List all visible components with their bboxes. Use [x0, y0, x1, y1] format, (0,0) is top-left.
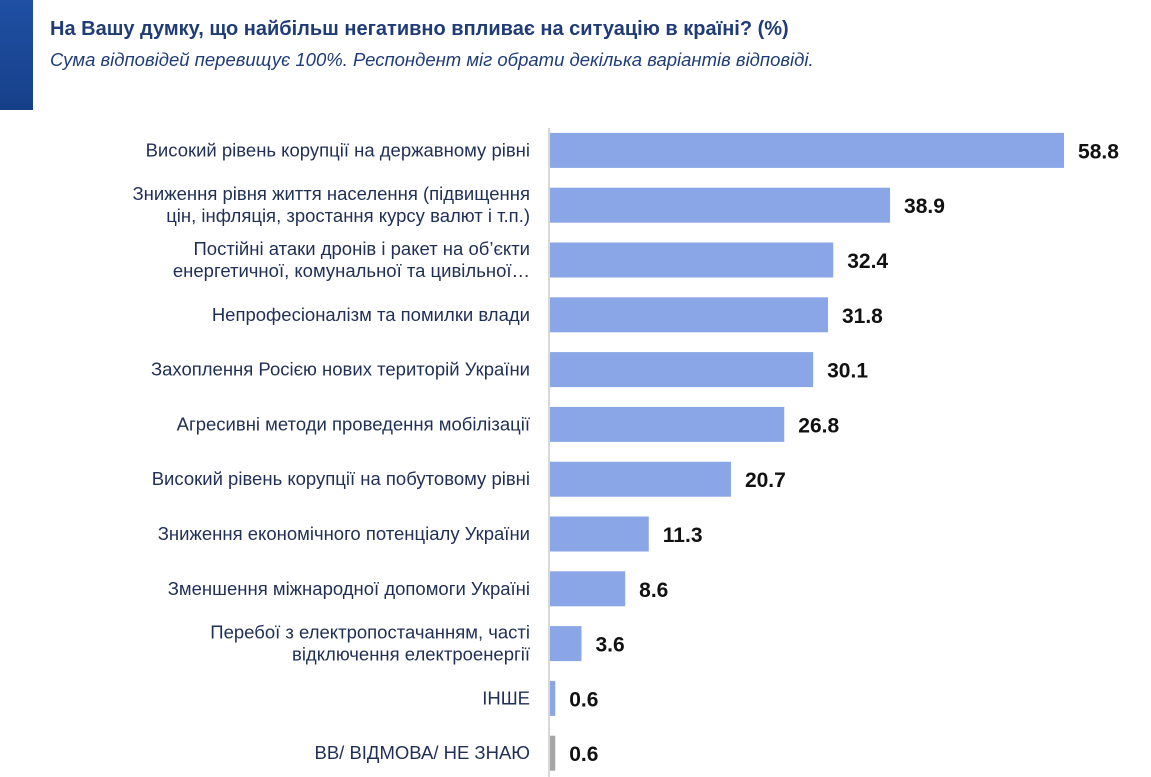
bar: [550, 132, 1065, 168]
bar: [550, 406, 785, 442]
bar: [550, 735, 556, 771]
bar: [550, 297, 828, 333]
category-label: Постійні атаки дронів і ракет на об’єкти…: [173, 238, 530, 281]
category-label: Зниження економічного потенціалу України: [158, 523, 530, 544]
bar: [550, 680, 556, 716]
data-label: 0.6: [569, 688, 598, 711]
category-label: ІНШЕ: [482, 687, 530, 708]
bar: [550, 516, 649, 552]
data-label: 38.9: [904, 195, 945, 218]
data-label: 30.1: [827, 360, 868, 383]
category-label: Високий рівень корупції на державному рі…: [146, 139, 530, 160]
data-label: 20.7: [745, 469, 786, 492]
bar: [550, 571, 626, 607]
data-label: 11.3: [663, 524, 703, 547]
data-label: 8.6: [639, 579, 668, 602]
bar: [550, 461, 731, 497]
data-label: 26.8: [798, 414, 839, 437]
category-label: Зменшення міжнародної допомоги Україні: [168, 578, 530, 599]
data-label: 32.4: [847, 250, 888, 273]
category-label: Зниження рівня життя населення (підвищен…: [133, 183, 531, 226]
chart-subtitle: Сума відповідей перевищує 100%. Респонде…: [50, 49, 814, 70]
chart-title: На Вашу думку, що найбільш негативно впл…: [50, 18, 789, 40]
category-label: Непрофесіоналізм та помилки влади: [212, 304, 530, 325]
data-label: 58.8: [1078, 140, 1119, 163]
data-label: 3.6: [595, 634, 624, 657]
category-label: Високий рівень корупції на побутовому рі…: [152, 468, 530, 489]
category-label: Агресивні методи проведення мобілізації: [177, 413, 530, 434]
data-label: 0.6: [569, 743, 598, 766]
bar: [550, 352, 814, 388]
category-label: ВВ/ ВІДМОВА/ НЕ ЗНАЮ: [314, 742, 530, 763]
category-label: Перебої з електропостачанням, часті відкл…: [210, 622, 530, 665]
bar: [550, 626, 582, 662]
bar: [550, 242, 834, 278]
bar: [550, 187, 891, 223]
data-label: 31.8: [842, 305, 883, 328]
category-label: Захоплення Росією нових територій Україн…: [151, 359, 530, 380]
accent-bar: [0, 0, 33, 110]
